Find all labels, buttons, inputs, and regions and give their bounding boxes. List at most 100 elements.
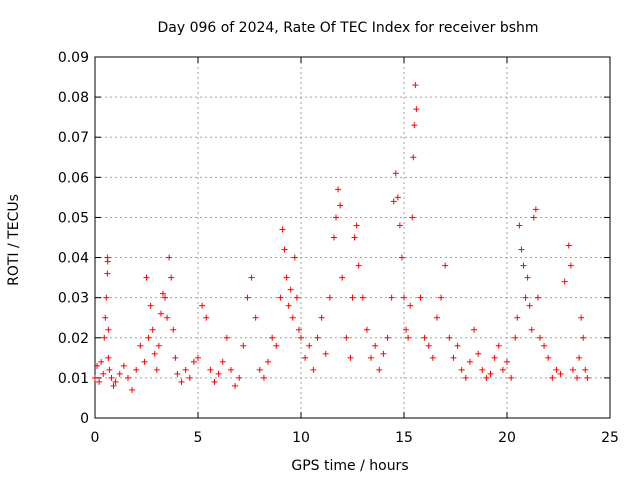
grid xyxy=(95,57,610,418)
data-point xyxy=(322,350,329,357)
y-tick-label: 0.04 xyxy=(58,251,89,267)
data-point xyxy=(411,122,418,129)
data-point xyxy=(164,314,171,321)
data-point xyxy=(392,170,399,177)
y-axis-label: ROTI / TECUs xyxy=(6,194,22,286)
data-point xyxy=(302,354,309,361)
data-point xyxy=(574,374,581,381)
data-point xyxy=(265,358,272,365)
data-point xyxy=(475,350,482,357)
data-point xyxy=(104,258,111,265)
data-point xyxy=(471,326,478,333)
data-point xyxy=(162,294,169,301)
data-point xyxy=(310,366,317,373)
data-point xyxy=(330,234,337,241)
data-point xyxy=(355,262,362,269)
data-point xyxy=(335,186,342,193)
data-point xyxy=(145,334,152,341)
data-point xyxy=(343,334,350,341)
data-point xyxy=(384,334,391,341)
data-point xyxy=(413,106,420,113)
data-point xyxy=(112,378,119,385)
data-point xyxy=(582,366,589,373)
data-point xyxy=(466,358,473,365)
data-point xyxy=(454,342,461,349)
data-point xyxy=(223,334,230,341)
data-point xyxy=(394,194,401,201)
data-point xyxy=(129,386,136,393)
x-axis-label: GPS time / hours xyxy=(291,458,408,474)
data-point xyxy=(380,350,387,357)
y-tick-label: 0 xyxy=(80,411,89,427)
data-point xyxy=(483,374,490,381)
data-point xyxy=(518,246,525,253)
data-point xyxy=(101,334,108,341)
data-point xyxy=(403,326,410,333)
data-point xyxy=(376,366,383,373)
data-point xyxy=(337,202,344,209)
data-point xyxy=(508,374,515,381)
data-point xyxy=(174,370,181,377)
data-point xyxy=(199,302,206,309)
data-point xyxy=(236,374,243,381)
y-tick-label: 0.06 xyxy=(58,170,89,186)
data-point xyxy=(487,370,494,377)
data-point xyxy=(569,366,576,373)
data-point xyxy=(405,334,412,341)
data-point xyxy=(545,354,552,361)
data-point xyxy=(532,206,539,213)
data-point xyxy=(273,342,280,349)
x-tick-label: 20 xyxy=(498,430,516,446)
data-point xyxy=(450,354,457,361)
data-point xyxy=(479,366,486,373)
data-point xyxy=(98,358,105,365)
data-point xyxy=(269,334,276,341)
data-point xyxy=(298,334,304,341)
data-point xyxy=(541,342,548,349)
data-point xyxy=(412,82,419,89)
data-point xyxy=(104,270,111,277)
data-point xyxy=(248,274,255,281)
data-point xyxy=(347,354,354,361)
data-point xyxy=(534,294,541,301)
data-point xyxy=(211,378,218,385)
data-point xyxy=(333,214,340,221)
data-point xyxy=(252,314,259,321)
data-point xyxy=(153,366,160,373)
data-point xyxy=(281,246,288,253)
data-point xyxy=(388,294,395,301)
data-point xyxy=(401,294,407,301)
data-point xyxy=(417,294,424,301)
data-point xyxy=(155,342,162,349)
plot-frame xyxy=(94,56,611,419)
data-point xyxy=(458,366,465,373)
y-tick-label: 0.09 xyxy=(58,50,89,66)
data-point xyxy=(141,358,148,365)
data-point xyxy=(105,354,112,361)
data-point xyxy=(407,302,414,309)
data-point xyxy=(368,354,375,361)
data-point xyxy=(137,342,144,349)
data-point xyxy=(168,274,175,281)
x-tick-label: 10 xyxy=(292,430,310,446)
y-tick-label: 0.05 xyxy=(58,210,89,226)
data-point xyxy=(133,366,140,373)
data-point xyxy=(349,294,356,301)
data-point xyxy=(92,374,98,381)
data-point xyxy=(553,366,560,373)
data-point xyxy=(491,354,498,361)
data-point xyxy=(195,354,201,361)
data-point xyxy=(102,314,109,321)
data-point xyxy=(410,154,417,161)
data-point xyxy=(429,354,436,361)
data-point xyxy=(244,294,251,301)
data-point xyxy=(260,374,267,381)
data-point xyxy=(326,294,333,301)
data-point xyxy=(567,262,574,269)
data-point xyxy=(124,374,131,381)
data-point xyxy=(203,314,210,321)
data-point xyxy=(512,334,519,341)
data-point xyxy=(396,222,403,229)
data-point xyxy=(120,362,127,369)
data-point xyxy=(561,278,568,285)
